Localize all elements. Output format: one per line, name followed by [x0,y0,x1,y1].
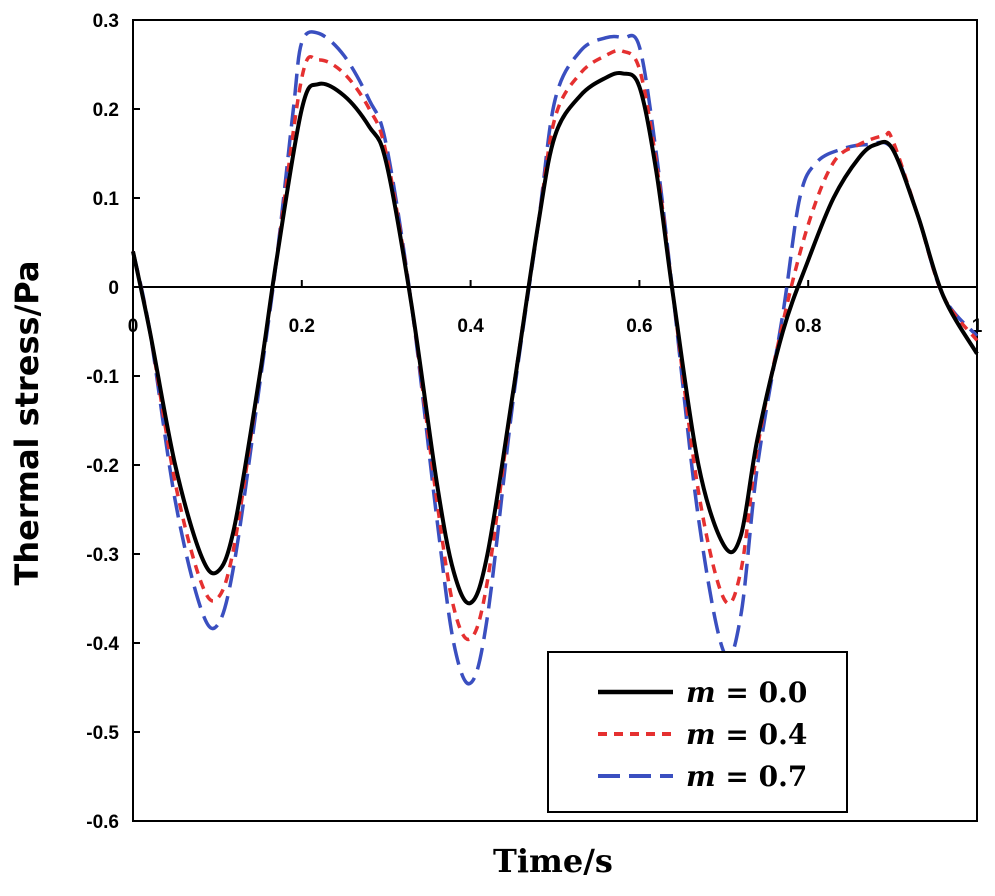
legend-label: m = 0.7 [686,760,807,793]
y-axis-ticks: 0.3 0.2 0.1 0 -0.1 -0.2 -0.3 -0.4 -0.5 -0.6 [86,11,140,833]
legend-box [547,651,848,813]
series-line-m0-0 [131,70,979,606]
plot-border [132,19,978,822]
legend-label: m = 0.0 [686,676,807,709]
legend: m = 0.0 m = 0.4 m = 0.7 [547,651,848,813]
y-tick-label: 0.3 [93,11,119,32]
series-layer [131,30,979,686]
y-tick-label: 0.2 [93,100,119,121]
x-tick-label: 0.2 [289,316,315,337]
x-tick-label: 0.6 [626,316,652,337]
y-tick-label: -0.4 [86,634,119,655]
y-tick-label: -0.3 [86,545,119,566]
x-tick-label: 0.4 [457,316,484,337]
y-tick-label: 0 [108,278,119,299]
y-tick-label: -0.6 [86,812,119,833]
y-tick-label: -0.2 [86,456,119,477]
x-tick-label: 1 [972,316,983,337]
y-axis-title: Thermal stress/Pa [8,261,46,586]
y-tick-label: -0.5 [86,723,119,744]
x-axis-ticks: 0 0.2 0.4 0.6 0.8 1 [128,280,983,337]
x-tick-label: 0.8 [795,316,821,337]
legend-label: m = 0.4 [686,718,807,751]
series-line-m0-7 [131,30,979,686]
x-tick-label: 0 [128,316,139,337]
y-tick-label: -0.1 [86,367,119,388]
x-axis-title: Time/s [493,842,613,880]
y-tick-label: 0.1 [93,189,120,210]
